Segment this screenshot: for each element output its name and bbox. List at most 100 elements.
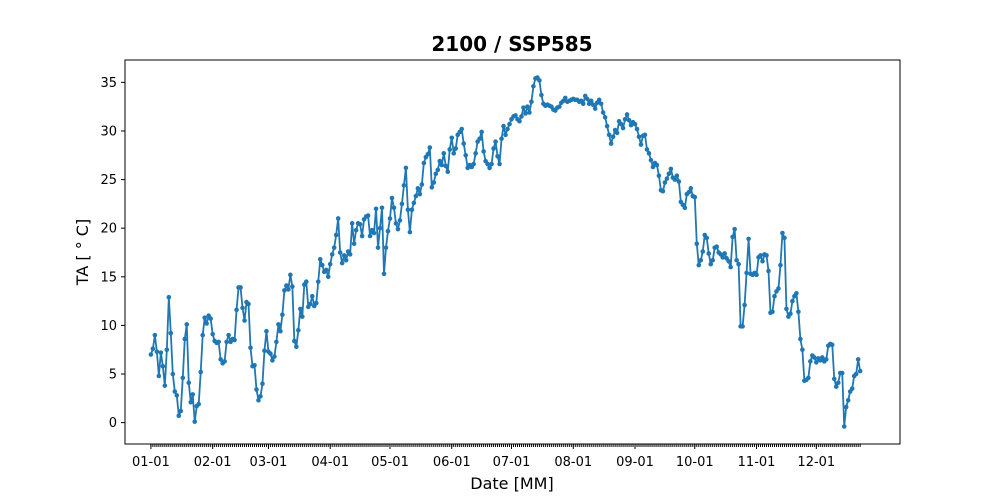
data-point <box>182 336 188 342</box>
data-point <box>704 235 710 241</box>
data-point <box>760 258 765 264</box>
data-point <box>373 206 379 212</box>
data-point <box>339 260 345 266</box>
data-point <box>168 330 174 336</box>
data-point <box>389 195 395 201</box>
data-point <box>654 162 660 168</box>
data-point <box>790 298 795 304</box>
data-point <box>427 145 433 150</box>
x-axis: 01-01 02-01 03-01 04-01 05-01 06-01 07-01 08-01… <box>132 444 861 470</box>
data-point <box>808 359 813 364</box>
data-point <box>784 306 789 312</box>
data-point <box>650 164 656 170</box>
y-axis: 0 5 10 15 20 25 30 35 <box>100 76 125 431</box>
data-point <box>276 322 281 327</box>
y-tick-label: 0 <box>109 416 117 431</box>
data-point <box>421 160 427 166</box>
data-point <box>409 207 415 213</box>
data-point <box>537 78 542 83</box>
data-point <box>405 207 411 213</box>
data-point <box>720 255 725 260</box>
data-point <box>152 332 158 338</box>
data-point <box>365 213 371 218</box>
data-point <box>184 322 190 327</box>
data-point <box>742 302 747 308</box>
data-point <box>393 221 399 226</box>
data-point <box>766 268 771 274</box>
data-point <box>391 205 397 211</box>
data-point <box>288 272 293 278</box>
y-tick-label: 15 <box>100 270 117 285</box>
data-point <box>429 185 435 190</box>
data-point <box>734 257 739 263</box>
data-point <box>208 316 213 321</box>
data-point <box>353 227 359 233</box>
data-point <box>505 126 510 132</box>
data-point <box>664 176 670 181</box>
data-point <box>282 288 287 293</box>
y-axis-label: TA [ ° C] <box>73 219 92 286</box>
data-point <box>278 328 283 334</box>
data-point <box>218 357 223 362</box>
data-point <box>411 200 417 206</box>
data-point <box>341 253 347 258</box>
data-point <box>425 152 431 157</box>
data-point <box>443 163 449 169</box>
data-point <box>258 394 263 399</box>
data-point <box>798 336 803 342</box>
x-tick-label: 03-01 <box>250 455 288 470</box>
data-point <box>740 324 745 329</box>
data-point <box>190 392 196 397</box>
data-point <box>778 262 783 268</box>
data-point <box>598 101 604 107</box>
data-point <box>407 229 413 235</box>
data-point <box>379 205 385 211</box>
data-point <box>660 188 666 194</box>
data-point <box>604 123 610 129</box>
data-point <box>646 151 652 156</box>
data-point <box>608 141 614 146</box>
data-point <box>377 225 383 231</box>
data-point <box>596 97 602 103</box>
y-tick-label: 5 <box>109 368 117 383</box>
data-point <box>519 114 524 119</box>
data-point <box>307 301 313 307</box>
data-point <box>349 221 355 226</box>
data-point <box>294 344 299 350</box>
data-point <box>471 161 476 167</box>
data-point <box>636 134 642 140</box>
data-point <box>800 347 805 353</box>
data-point <box>204 321 209 326</box>
data-point <box>164 347 170 353</box>
data-point <box>453 146 459 151</box>
data-point <box>820 355 825 360</box>
data-point <box>234 307 239 313</box>
data-point <box>776 286 781 291</box>
data-point <box>315 279 321 284</box>
data-point <box>491 146 496 151</box>
data-point <box>529 99 534 105</box>
data-point <box>620 125 626 131</box>
data-point <box>260 381 265 387</box>
y-tick-label: 20 <box>100 222 117 237</box>
data-point <box>172 389 178 394</box>
data-point <box>642 132 648 138</box>
data-point <box>839 370 845 376</box>
data-point <box>198 369 204 375</box>
data-point <box>286 287 291 292</box>
data-point <box>313 300 319 306</box>
data-point <box>367 233 373 239</box>
data-point <box>668 166 674 172</box>
data-point <box>600 110 606 115</box>
data-point <box>714 244 720 249</box>
data-point <box>626 117 632 123</box>
data-point <box>764 253 769 258</box>
data-point <box>298 306 303 312</box>
data-point <box>385 228 391 234</box>
data-point <box>495 153 500 159</box>
data-point <box>485 161 490 167</box>
data-point <box>845 397 851 403</box>
data-point <box>831 376 837 382</box>
data-point <box>359 233 365 239</box>
